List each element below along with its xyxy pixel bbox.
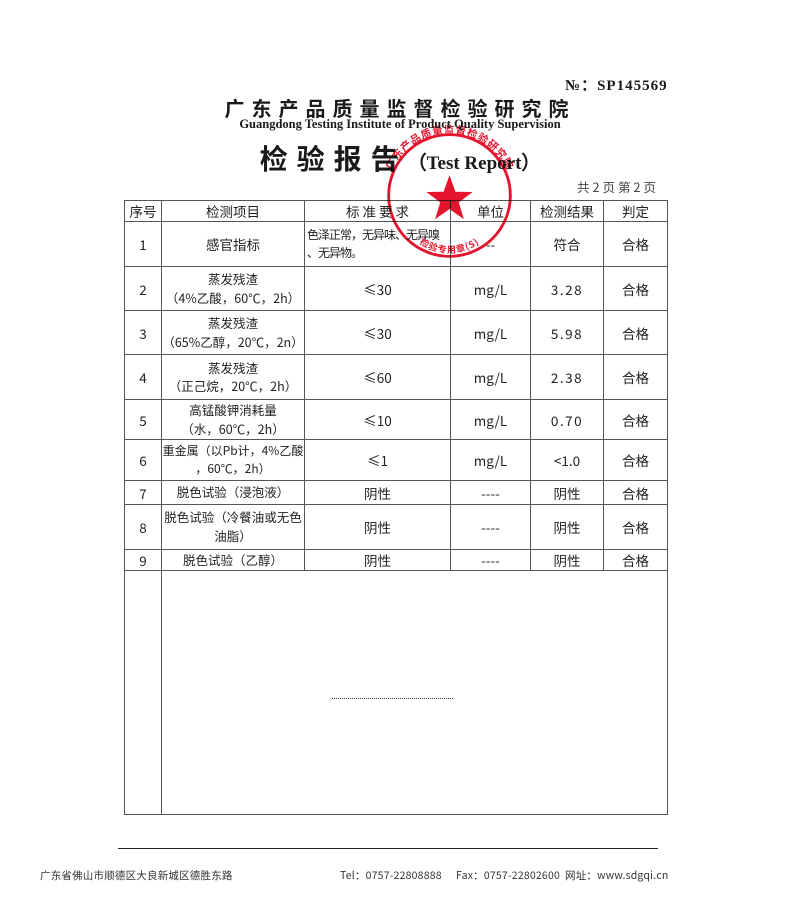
svg-text:广东产品质量监督检验研究院: 广东产品质量监督检验研究院 [382,122,517,172]
